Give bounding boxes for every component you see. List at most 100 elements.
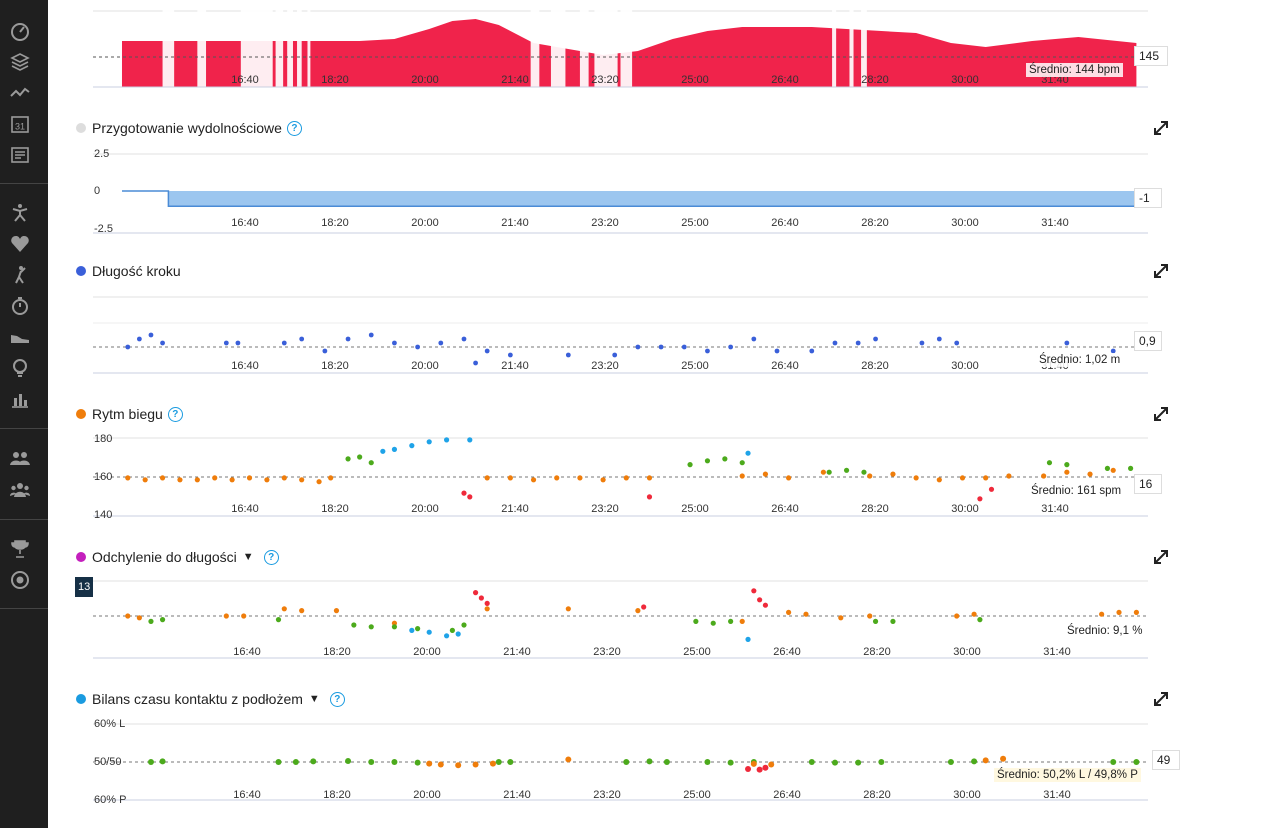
data-point (246, 475, 253, 481)
connections-icon[interactable] (10, 449, 30, 469)
expand-icon[interactable] (1154, 692, 1168, 706)
data-point (803, 611, 809, 617)
chevron-down-icon[interactable]: ▼ (308, 693, 320, 705)
data-point (235, 340, 241, 346)
data-point (745, 636, 751, 642)
performance-chart[interactable]: 16:40 18:20 20:00 21:40 23:20 25:00 26:40 28:20… (48, 140, 1280, 240)
data-point (443, 633, 450, 639)
golf-icon[interactable] (10, 265, 30, 285)
x-tick-label: 16:40 (233, 789, 261, 801)
expand-icon[interactable] (1154, 550, 1168, 564)
x-tick-label: 28:20 (863, 646, 891, 658)
sidebar-divider (0, 519, 48, 520)
performance-legend-dot (76, 123, 86, 133)
calendar-icon[interactable]: 31 (10, 114, 30, 134)
data-point (704, 759, 711, 765)
data-point (507, 759, 514, 765)
activity-icon[interactable] (10, 83, 30, 103)
x-tick-label: 21:40 (501, 360, 529, 372)
x-tick-label: 31:40 (1043, 646, 1071, 658)
data-point (693, 618, 699, 624)
data-point (774, 348, 780, 354)
target-icon[interactable] (10, 570, 30, 590)
data-point (728, 344, 734, 350)
data-point (495, 759, 502, 765)
expand-icon[interactable] (1154, 121, 1168, 135)
stride-chart[interactable]: 16:40 18:20 20:00 21:40 23:20 25:00 26:40 28:20… (48, 283, 1280, 383)
y-tick-label: 160 (94, 471, 112, 483)
data-point (1128, 465, 1134, 471)
data-point (368, 332, 374, 338)
data-point (194, 477, 200, 483)
groups-icon[interactable] (10, 480, 30, 500)
data-point (873, 336, 878, 342)
x-tick-label: 16:40 (233, 646, 261, 658)
data-point (745, 450, 751, 456)
expand-icon[interactable] (1154, 407, 1168, 421)
data-point (936, 336, 942, 342)
news-icon[interactable] (10, 145, 30, 165)
data-point (409, 443, 415, 449)
x-tick-label: 16:40 (231, 503, 259, 515)
help-icon[interactable]: ? (286, 120, 302, 136)
data-point (449, 627, 455, 633)
data-point (136, 615, 142, 621)
data-point (142, 477, 148, 483)
x-tick-label: 30:00 (951, 217, 979, 229)
data-point (687, 462, 693, 468)
data-point (867, 613, 873, 619)
data-point (977, 617, 983, 623)
data-point (484, 475, 490, 481)
cadence-chart[interactable]: 16:40 18:20 20:00 21:40 23:20 25:00 26:40 28:20… (48, 426, 1280, 526)
help-icon[interactable]: ? (263, 549, 279, 565)
heart-icon[interactable] (10, 234, 30, 254)
x-tick-label: 16:40 (231, 360, 259, 372)
x-tick-label: 25:00 (681, 503, 709, 515)
data-point (623, 759, 630, 765)
data-point (982, 757, 989, 764)
data-point (461, 490, 467, 496)
data-point (322, 348, 328, 354)
data-point (414, 759, 421, 766)
oscillation-chart[interactable]: 16:40 18:20 20:00 21:40 23:20 25:00 26:40 28:20… (48, 569, 1280, 669)
data-point (333, 608, 340, 614)
help-icon[interactable]: ? (167, 406, 183, 422)
data-point (409, 627, 415, 633)
data-point (820, 469, 826, 475)
data-point (977, 496, 983, 502)
data-point (392, 340, 397, 346)
heart-rate-current-value: 145 (1134, 46, 1168, 66)
shoe-icon[interactable] (10, 327, 30, 347)
chevron-down-icon[interactable]: ▼ (242, 551, 254, 563)
data-point (658, 344, 664, 350)
trophy-icon[interactable] (10, 539, 30, 559)
data-point (467, 437, 473, 443)
x-tick-label: 30:00 (953, 646, 981, 658)
sidebar-divider (0, 428, 48, 429)
help-icon[interactable]: ? (329, 691, 345, 707)
fitness-icon[interactable] (10, 203, 30, 223)
data-point (478, 595, 484, 601)
data-point (663, 759, 670, 765)
data-point (380, 448, 386, 454)
dashboard-icon[interactable] (10, 21, 30, 41)
data-point (751, 336, 757, 342)
reports-icon[interactable] (10, 389, 30, 409)
heart-rate-chart[interactable]: 16:40 18:20 20:00 21:40 23:20 25:00 26:40 28:20… (48, 0, 1280, 100)
gct-chart[interactable]: 16:40 18:20 20:00 21:40 23:20 25:00 26:40 28:20… (48, 712, 1280, 812)
stopwatch-icon[interactable] (10, 296, 30, 316)
data-point (345, 336, 351, 342)
data-point (1116, 609, 1122, 615)
data-point (913, 475, 919, 481)
data-point (623, 475, 629, 481)
data-point (530, 477, 537, 483)
lightbulb-icon[interactable] (10, 358, 30, 378)
data-point (159, 617, 166, 623)
data-point (443, 437, 450, 443)
data-point (705, 348, 710, 354)
cadence-title: Rytm biegu (92, 406, 163, 422)
layers-icon[interactable] (10, 52, 30, 72)
expand-icon[interactable] (1154, 264, 1168, 278)
data-point (600, 477, 606, 483)
x-tick-label: 28:20 (861, 503, 889, 515)
